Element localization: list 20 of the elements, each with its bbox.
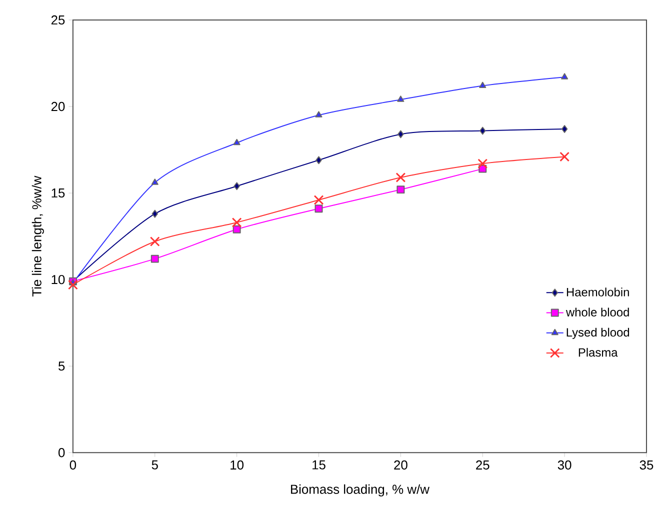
x-tick-label: 5 — [152, 460, 158, 470]
x-tick-label: 30 — [558, 460, 572, 470]
legend-label: Lysed blood — [566, 328, 630, 340]
y-tick-label: 20 — [51, 102, 65, 112]
x-tick-label: 25 — [476, 460, 490, 470]
x-axis-title: Biomass loading, % w/w — [291, 484, 430, 497]
legend-label: Plasma — [578, 348, 618, 357]
y-tick-label: 5 — [58, 362, 65, 371]
legend-label: whole blood — [566, 308, 629, 317]
y-axis-title: Tie line length, %w/w — [32, 176, 44, 297]
x-tick-label: 15 — [312, 460, 326, 470]
y-tick-label: 10 — [52, 275, 65, 284]
legend-label: Haemolobin — [566, 288, 629, 297]
y-tick-label: 15 — [52, 188, 65, 198]
x-tick-label: 35 — [640, 460, 654, 470]
y-tick-label: 25 — [51, 16, 65, 25]
x-tick-label: 10 — [230, 460, 244, 470]
x-tick-label: 20 — [394, 460, 408, 470]
x-tick-label: 0 — [70, 460, 76, 470]
y-tick-label: 0 — [58, 448, 65, 458]
